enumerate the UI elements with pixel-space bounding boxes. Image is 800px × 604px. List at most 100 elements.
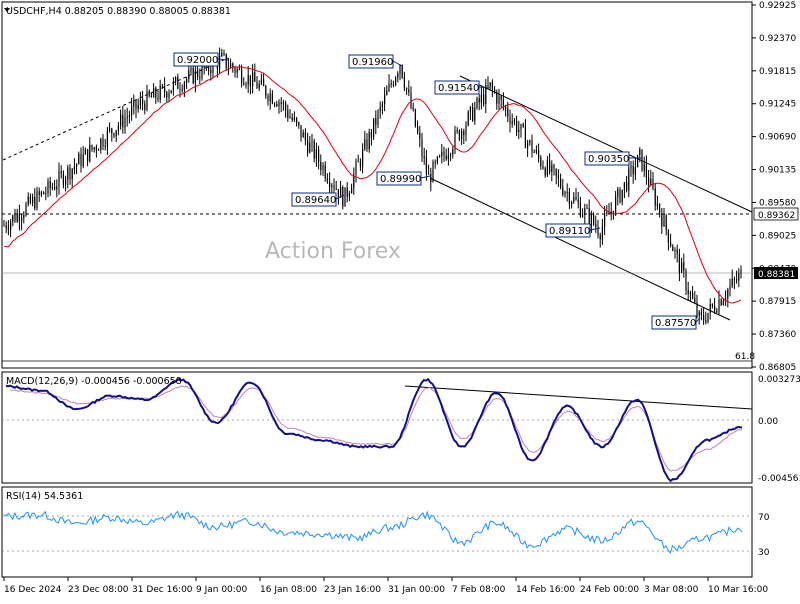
candle-body xyxy=(654,188,656,206)
candle-body xyxy=(494,88,496,93)
candle-body xyxy=(115,130,117,137)
candle-body xyxy=(608,212,610,214)
candle-body xyxy=(505,106,507,109)
candle-body xyxy=(496,92,498,104)
candle-body xyxy=(659,204,661,214)
candle-body xyxy=(307,140,309,153)
candle-body xyxy=(502,99,504,107)
chart-header: USDCHF,H4 0.88205 0.88390 0.88005 0.8838… xyxy=(6,6,231,17)
price-tick-label: 0.89580 xyxy=(759,198,796,208)
candle-body xyxy=(12,215,14,222)
candle-body xyxy=(241,69,243,84)
candle-body xyxy=(313,141,315,159)
candle-body xyxy=(538,149,540,158)
candle-body xyxy=(522,124,524,127)
candle-body xyxy=(146,91,148,110)
price-tick-label: 0.89025 xyxy=(759,231,796,241)
candle-body xyxy=(302,132,304,138)
candle-body xyxy=(729,285,731,290)
candle-body xyxy=(406,88,408,90)
candle-body xyxy=(553,164,555,169)
candle-body xyxy=(450,154,452,156)
price-label-box xyxy=(376,171,422,186)
candle-body xyxy=(615,196,617,215)
candle-body xyxy=(139,99,141,105)
watermark: Action Forex xyxy=(265,239,401,264)
candle-body xyxy=(681,262,683,273)
candle-body xyxy=(102,138,104,147)
candle-body xyxy=(179,88,181,90)
candle-body xyxy=(258,83,260,89)
candle-body xyxy=(628,168,630,191)
candle-body xyxy=(84,149,86,155)
candle-body xyxy=(370,131,372,137)
candle-body xyxy=(533,151,535,153)
time-tick-label: 31 Dec 16:00 xyxy=(132,585,193,595)
candle-body xyxy=(560,178,562,188)
candle-body xyxy=(159,85,161,100)
candle-body xyxy=(441,151,443,156)
candle-body xyxy=(293,117,295,120)
macd-axis-top: 0.003273 xyxy=(758,375,800,385)
candle-body xyxy=(69,167,71,180)
candle-body xyxy=(535,149,537,152)
candle-body xyxy=(62,173,64,186)
candle-body xyxy=(696,302,698,316)
candle-body xyxy=(518,129,520,133)
candle-body xyxy=(230,63,232,68)
candle-body xyxy=(161,85,163,87)
candle-body xyxy=(65,179,67,186)
candle-body xyxy=(58,171,60,187)
candle-body xyxy=(172,81,174,91)
candle-body xyxy=(113,133,115,137)
candle-body xyxy=(128,115,130,117)
candle-body xyxy=(309,143,311,153)
candle-body xyxy=(25,204,27,216)
candle-body xyxy=(40,192,42,195)
candle-body xyxy=(637,155,639,168)
candle-body xyxy=(192,68,194,84)
candle-body xyxy=(133,100,135,107)
candle-body xyxy=(322,165,324,170)
candle-body xyxy=(436,156,438,163)
candle-body xyxy=(318,149,320,162)
candle-body xyxy=(395,77,397,85)
candle-body xyxy=(148,91,150,96)
price-labels: 0.92000 0.91960 0.91540 0.90350 0.89640 0.899… xyxy=(173,52,701,330)
candle-body xyxy=(298,122,300,126)
candle-body xyxy=(359,161,361,167)
candle-body xyxy=(645,163,647,178)
candle-body xyxy=(516,120,518,133)
candle-body xyxy=(412,107,414,110)
candle-body xyxy=(346,187,348,197)
candle-body xyxy=(247,75,249,85)
price-axis: 0.92925 0.92370 0.91815 0.91245 0.90690 0.901… xyxy=(752,1,796,373)
candle-body xyxy=(87,149,89,162)
candle-body xyxy=(333,185,335,189)
candle-body xyxy=(291,117,293,120)
candle-body xyxy=(555,168,557,176)
candle-body xyxy=(47,180,49,194)
candle-body xyxy=(685,270,687,291)
candle-body xyxy=(722,300,724,305)
candle-body xyxy=(472,106,474,121)
candle-body xyxy=(137,104,139,109)
time-axis: 16 Dec 2024 23 Dec 08:00 31 Dec 16:00 9 Jan… xyxy=(3,577,768,595)
candle-body xyxy=(364,139,366,149)
price-tick-label: 0.91245 xyxy=(759,100,796,110)
candle-body xyxy=(157,97,159,100)
candle-body xyxy=(54,186,56,190)
candle-body xyxy=(89,144,91,162)
candle-body xyxy=(71,168,73,180)
candle-body xyxy=(254,72,256,82)
candle-body xyxy=(386,90,388,96)
candle-body xyxy=(18,213,20,222)
rsi-header: RSI(14) 54.5361 xyxy=(6,491,83,502)
candle-body xyxy=(142,99,144,104)
candle-body xyxy=(379,106,381,112)
candle-body xyxy=(366,139,368,150)
candle-body xyxy=(56,186,58,190)
macd-header: MACD(12,26,9) -0.000456 -0.000658 xyxy=(6,376,182,387)
candle-body xyxy=(467,112,469,126)
